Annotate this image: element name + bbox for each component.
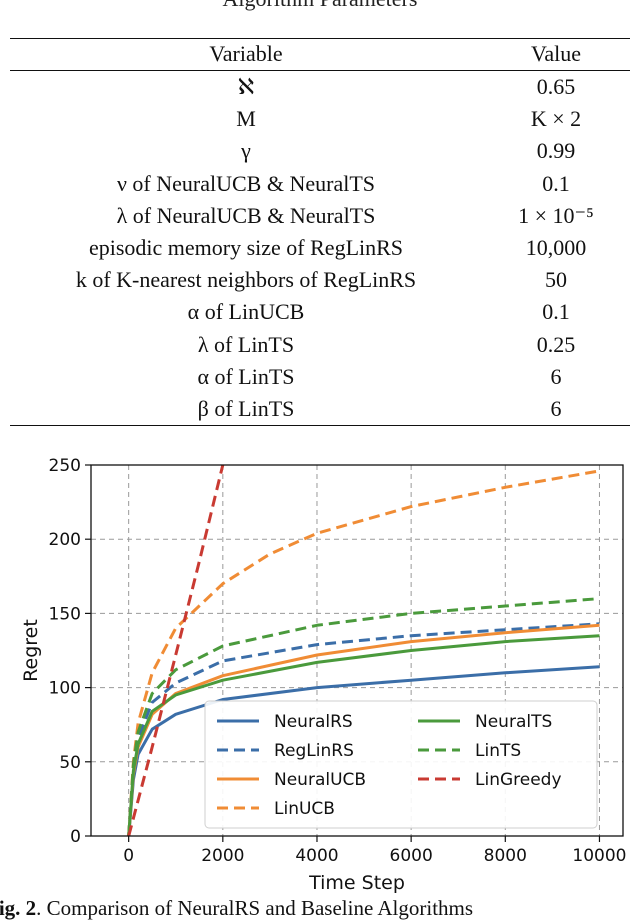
cell-variable: ℵ: [237, 74, 255, 100]
plot-frame: [90, 464, 624, 837]
x-tick-label: 10000: [572, 846, 626, 866]
x-tick-label: 4000: [295, 846, 338, 866]
cell-value: 50: [545, 267, 567, 293]
cell-value: 0.1: [542, 170, 570, 196]
cell-variable: γ: [241, 138, 251, 164]
x-tick-label: 8000: [484, 846, 527, 866]
cell-variable: λ of NeuralUCB & NeuralTS: [116, 202, 376, 228]
figure-caption-label: Fig. 2: [0, 896, 37, 920]
table-row: α of LinUCB 0.1: [10, 296, 630, 328]
cell-variable: α of LinTS: [197, 363, 295, 389]
x-tick-label: 0: [123, 846, 134, 866]
x-tick-label: 2000: [201, 846, 244, 866]
table-row: M K × 2: [10, 103, 630, 135]
x-tick-label: 6000: [390, 846, 433, 866]
y-axis-label: Regret: [20, 619, 42, 682]
table-row: λ of LinTS 0.25: [10, 329, 630, 361]
cell-value: 0.65: [536, 74, 576, 100]
cell-value: 10,000: [525, 235, 587, 261]
cell-value: K × 2: [530, 106, 582, 132]
cell-value: 0.1: [542, 299, 570, 325]
y-tick-label: 150: [49, 604, 81, 624]
table-row: ℵ 0.65: [10, 71, 630, 104]
table-body: ℵ 0.65 M K × 2 γ 0.99 ν of NeuralUCB & NeuralT…: [10, 71, 630, 427]
legend-label: LinGreedy: [475, 770, 562, 790]
cell-value: 0.25: [536, 331, 576, 357]
cell-value: 1 × 10⁻⁵: [518, 202, 594, 228]
cell-variable: α of LinUCB: [187, 299, 305, 325]
y-tick-label: 250: [49, 456, 81, 476]
cell-variable: k of K-nearest neighbors of RegLinRS: [75, 267, 417, 293]
series-line-reglinrs: [127, 622, 600, 836]
header-value: Value: [482, 38, 630, 71]
table-row: episodic memory size of RegLinRS 10,000: [10, 232, 630, 264]
regret-chart: 0 2000 4000 6000 8000 10000 0 50 100 150 200 250 Tim…: [20, 456, 627, 894]
series-line-neuralts: [127, 634, 600, 836]
table-row: ν of NeuralUCB & NeuralTS 0.1: [10, 168, 630, 200]
series-line-linucb: [127, 469, 600, 836]
table-row: α of LinTS 6: [10, 361, 630, 393]
legend-box: [204, 700, 598, 829]
legend-label: RegLinRS: [274, 741, 354, 761]
legend-label: NeuralRS: [274, 712, 353, 732]
figure-caption: Fig. 2. Comparison of NeuralRS and Basel…: [0, 896, 640, 921]
legend-label: NeuralTS: [475, 712, 552, 732]
legend-label: LinTS: [475, 741, 521, 761]
cell-variable: λ of LinTS: [197, 331, 295, 357]
cell-variable: episodic memory size of RegLinRS: [88, 235, 404, 261]
x-axis-label: Time Step: [308, 872, 405, 894]
y-tick-label: 0: [70, 827, 81, 847]
series-line-lingreedy: [127, 465, 225, 836]
cell-value: 6: [482, 392, 630, 427]
cell-variable: M: [236, 106, 256, 132]
cell-variable: β of LinTS: [10, 392, 482, 427]
parameter-table: Variable Value ℵ 0.65 M K × 2 γ 0.99 ν of Neur…: [10, 38, 630, 427]
series-line-lints: [127, 597, 600, 836]
header-variable: Variable: [10, 38, 482, 71]
table-row: β of LinTS 6: [10, 392, 630, 427]
figure-caption-text: . Comparison of NeuralRS and Baseline Al…: [36, 896, 474, 920]
y-tick-label: 200: [49, 530, 81, 550]
cell-value: 6: [550, 363, 562, 389]
y-tick-label: 100: [49, 679, 81, 699]
table-row: γ 0.99: [10, 135, 630, 167]
cell-value: 0.99: [536, 138, 576, 164]
cell-variable: ν of NeuralUCB & NeuralTS: [116, 170, 375, 196]
y-tick-label: 50: [59, 753, 81, 773]
legend-label: LinUCB: [274, 799, 335, 819]
table-caption: Algorithm Parameters: [0, 0, 640, 12]
legend-label: NeuralUCB: [274, 770, 366, 790]
table-row: k of K-nearest neighbors of RegLinRS 50: [10, 264, 630, 296]
table-row: λ of NeuralUCB & NeuralTS 1 × 10⁻⁵: [10, 200, 630, 232]
